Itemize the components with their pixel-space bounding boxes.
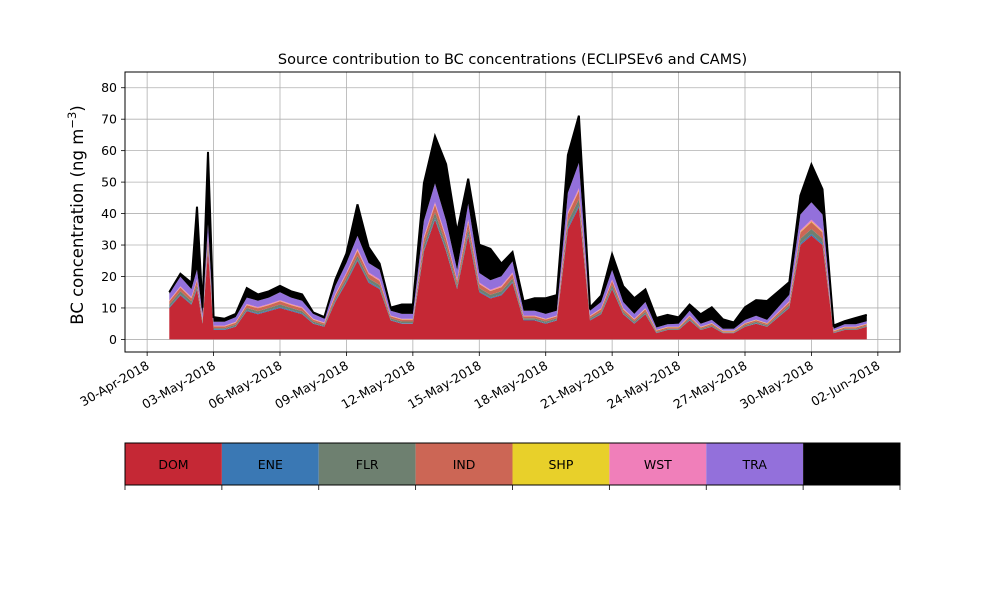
legend-swatch-wst (609, 443, 707, 485)
y-tick-label: 30 (101, 238, 117, 253)
legend-swatch-tra (706, 443, 804, 485)
x-tick-label: 24-May-2018 (604, 358, 683, 412)
legend-label-bb: BB (843, 457, 860, 472)
legend: DOM ENE FLR IND SHP WST TRA BB (124, 442, 901, 490)
y-tick-label: 20 (101, 269, 117, 284)
y-axis-label-close: ) (68, 105, 87, 111)
stacked-areas (168, 115, 868, 340)
x-tick-label: 30-May-2018 (737, 358, 816, 412)
x-tick-label: 21-May-2018 (538, 358, 617, 412)
x-tick-label: 12-May-2018 (339, 358, 418, 412)
x-tick-label: 15-May-2018 (405, 358, 484, 412)
area-tra (169, 162, 867, 331)
x-tick-label: 06-May-2018 (206, 358, 285, 412)
legend-label-flr: FLR (356, 457, 379, 472)
x-tick-label: 03-May-2018 (139, 358, 218, 412)
legend-swatch-shp (512, 443, 610, 485)
x-tick-label: 09-May-2018 (272, 358, 351, 412)
area-shp (169, 190, 867, 332)
area-wst (169, 188, 867, 331)
legend-label-shp: SHP (549, 457, 574, 472)
chart-title: Source contribution to BC concentrations… (278, 52, 747, 68)
y-axis-label-main: BC concentration (ng m (68, 129, 87, 325)
x-tick-label: 02-Jun-2018 (808, 358, 882, 409)
x-axis-ticks: 30-Apr-201803-May-201806-May-201809-May-… (77, 352, 882, 412)
area-dom (169, 207, 867, 340)
y-tick-label: 60 (101, 143, 117, 158)
x-tick-label: 18-May-2018 (471, 358, 550, 412)
legend-swatch-ene (221, 443, 319, 485)
legend-swatch-flr (318, 443, 416, 485)
y-tick-label: 70 (101, 112, 117, 127)
y-tick-label: 0 (109, 332, 117, 347)
area-ind (169, 190, 867, 333)
x-tick-label: 27-May-2018 (671, 358, 750, 412)
plot-frame (124, 71, 901, 353)
y-tick-label: 80 (101, 80, 117, 95)
legend-swatch-bb (803, 443, 900, 485)
total-line (168, 115, 868, 328)
legend-label-ene: ENE (258, 457, 283, 472)
legend-label-tra: TRA (742, 457, 768, 472)
y-tick-label: 10 (101, 300, 117, 315)
legend-label-ind: IND (453, 457, 476, 472)
legend-label-dom: DOM (158, 457, 188, 472)
legend-swatch-dom (125, 443, 222, 485)
legend-swatch-ind (415, 443, 513, 485)
y-tick-label: 40 (101, 206, 117, 221)
y-axis-label-sup: −3 (65, 112, 79, 129)
y-tick-label: 50 (101, 175, 117, 190)
legend-label-wst: WST (644, 457, 672, 472)
y-axis-ticks: 0 10 20 30 40 50 60 70 80 (101, 80, 125, 347)
y-axis-label: BC concentration (ng m−3) (65, 105, 87, 324)
